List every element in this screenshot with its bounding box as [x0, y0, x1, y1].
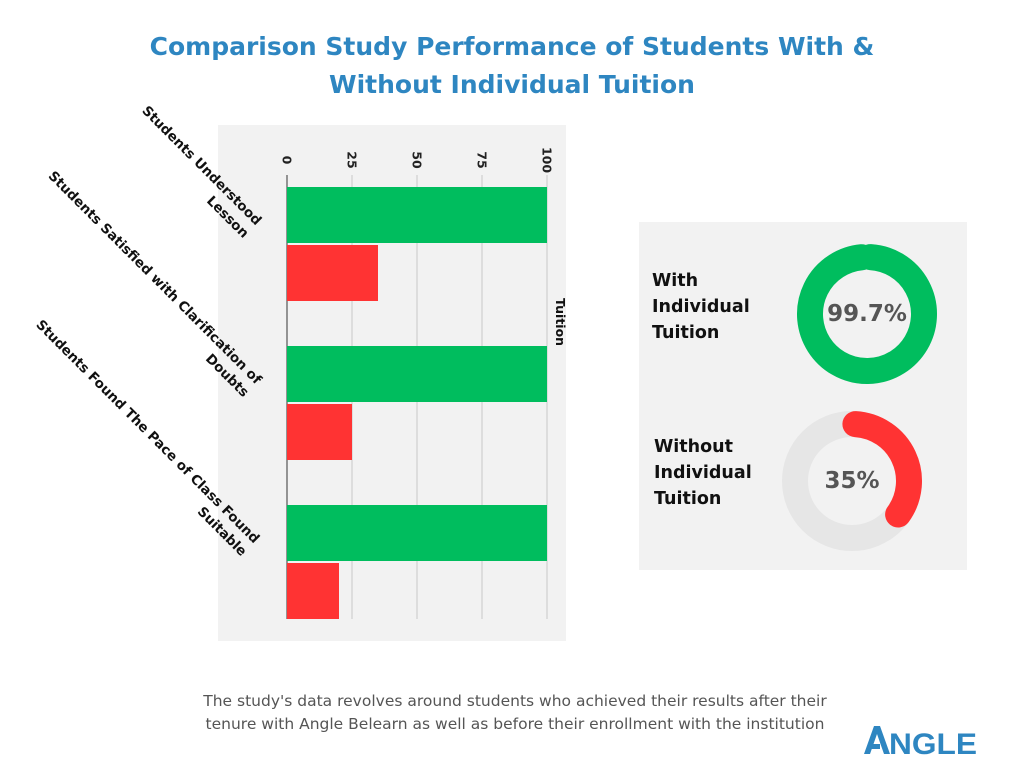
tick-label-75: 75 [475, 151, 490, 168]
bar-without-3 [287, 563, 339, 619]
donut-label-without: Without Individual Tuition [654, 434, 752, 512]
bar-chart: 0 25 50 75 100 With Individual TuitionWithout… [280, 147, 566, 619]
donut-label-without-line-1: Without [654, 437, 733, 457]
logo-text: NGLE [889, 728, 977, 758]
donut-value-with: 99.7% [827, 301, 907, 327]
tick-label-0: 0 [280, 156, 295, 165]
footer-line-2: tenure with Angle Belearn as well as bef… [205, 715, 825, 733]
bar-chart-panel: 0 25 50 75 100 With Individual TuitionWithout… [218, 125, 566, 641]
donut-charts: 99.7% 35% [782, 244, 937, 551]
legend-without-line-2: Tuition [553, 298, 566, 346]
donut-panel: With Individual Tuition Without Individu… [639, 222, 967, 570]
donut-value-without: 35% [824, 468, 879, 494]
title-line-1: Comparison Study Performance of Students… [149, 32, 875, 61]
logo-a-shape [864, 726, 890, 754]
angle-logo: NGLE [864, 726, 977, 758]
chart-title: Comparison Study Performance of Students… [0, 28, 1024, 104]
tick-label-50: 50 [410, 151, 425, 169]
donut-label-with-line-2: Individual [652, 297, 750, 317]
donut-arc-with [797, 244, 937, 384]
bar-with-3 [287, 505, 547, 561]
donut-label-with-line-1: With [652, 271, 699, 291]
donut-arc-without [842, 411, 922, 528]
footer-line-1: The study's data revolves around student… [203, 692, 827, 710]
bar-without-2 [287, 404, 352, 460]
bar-with-2 [287, 346, 547, 402]
tick-label-100: 100 [540, 147, 555, 173]
title-line-2: Without Individual Tuition [329, 70, 695, 99]
donut-label-with-line-3: Tuition [652, 323, 720, 343]
donut-label-without-line-2: Individual [654, 463, 752, 483]
tick-label-25: 25 [345, 151, 360, 168]
logo-a-bar [868, 744, 880, 749]
donut-label-with: With Individual Tuition [652, 268, 750, 346]
donut-label-without-line-3: Tuition [654, 489, 722, 509]
footer-note: The study's data revolves around student… [120, 690, 910, 736]
bar-without-1 [287, 245, 378, 301]
bar-with-1 [287, 187, 547, 243]
